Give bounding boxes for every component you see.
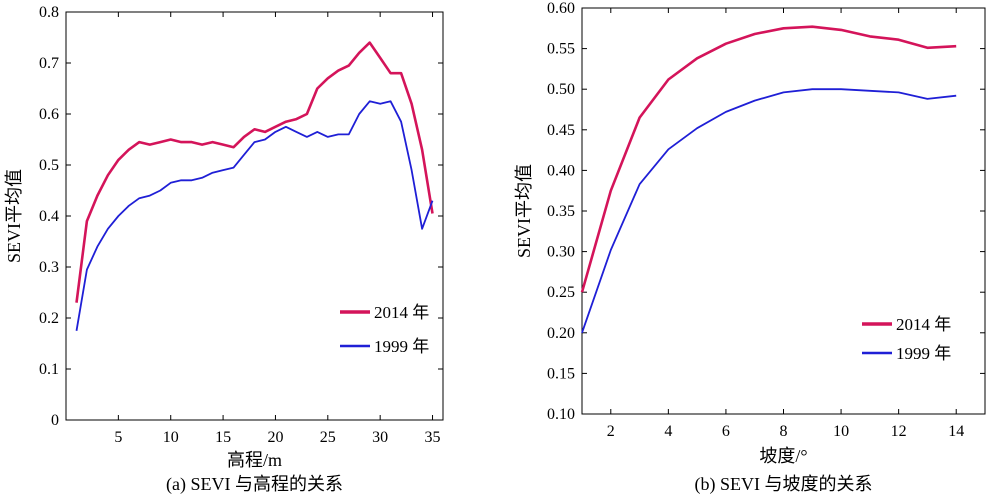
y-axis-label: SEVI平均值 — [4, 169, 24, 263]
y-tick-label: 0.3 — [39, 259, 59, 276]
x-tick-label: 25 — [320, 429, 336, 446]
x-tick-label: 10 — [163, 429, 179, 446]
x-tick-label: 14 — [948, 423, 964, 440]
y-tick-label: 0.40 — [547, 162, 575, 179]
x-tick-label: 5 — [114, 429, 122, 446]
legend: 2014 年 1999 年 — [340, 303, 429, 356]
x-tick-label: 30 — [372, 429, 388, 446]
y-tick-label: 0.50 — [547, 81, 575, 98]
figure-caption: (b) SEVI 与坡度的关系 — [695, 474, 873, 495]
series-line-1999 — [75, 100, 434, 331]
chart-panel-b: 0.10 0.15 0.20 0.25 0.30 0.35 0.40 0.45 0.50 0.55… — [514, 0, 986, 495]
legend-label: 1999 年 — [896, 344, 951, 363]
x-tick-label: 10 — [833, 423, 849, 440]
x-tick-label: 15 — [215, 429, 231, 446]
series-line-1999 — [581, 88, 957, 334]
y-tick-label: 0.20 — [547, 325, 575, 342]
y-tick-label: 0.8 — [39, 4, 59, 21]
y-tick-label: 0.10 — [547, 406, 575, 423]
y-tick-label: 0 — [51, 412, 59, 429]
y-tick-label: 0.2 — [39, 310, 59, 327]
y-tick-label: 0.5 — [39, 157, 59, 174]
x-axis-label: 坡度/° — [759, 446, 807, 466]
y-tick-label: 0.7 — [39, 55, 59, 72]
y-tick-label: 0.25 — [547, 284, 575, 301]
y-tick-label: 0.4 — [39, 208, 59, 225]
y-axis-label: SEVI平均值 — [514, 164, 534, 258]
plot-frame — [65, 11, 444, 421]
x-tick-label: 12 — [891, 423, 907, 440]
figure-caption: (a) SEVI 与高程的关系 — [166, 474, 343, 495]
x-tick-label: 4 — [664, 423, 672, 440]
x-axis-label: 高程/m — [227, 450, 282, 470]
x-tick-label: 6 — [722, 423, 730, 440]
x-tick-label: 35 — [425, 429, 441, 446]
y-tick-label: 0.15 — [547, 365, 575, 382]
series-line-2014 — [580, 25, 957, 293]
legend: 2014 年 1999 年 — [862, 315, 951, 363]
y-tick-label: 0.6 — [39, 106, 59, 123]
legend-label: 1999 年 — [374, 337, 429, 356]
series-line-2014 — [75, 41, 434, 303]
y-tick-label: 0.60 — [547, 0, 575, 17]
y-tick-label: 0.30 — [547, 244, 575, 261]
y-tick-label: 0.35 — [547, 203, 575, 220]
x-tick-label: 8 — [780, 423, 788, 440]
x-tick-label: 20 — [267, 429, 283, 446]
x-tick-label: 2 — [607, 423, 615, 440]
y-tick-label: 0.45 — [547, 122, 575, 139]
y-tick-label: 0.1 — [39, 361, 59, 378]
legend-label: 2014 年 — [374, 303, 429, 322]
legend-label: 2014 年 — [896, 315, 951, 334]
chart-panel-a: 0 0.1 0.2 0.3 0.4 0.5 0.6 0.7 0.8 5 10 15 20 25 30 35 20… — [4, 4, 444, 495]
y-tick-label: 0.55 — [547, 41, 575, 58]
